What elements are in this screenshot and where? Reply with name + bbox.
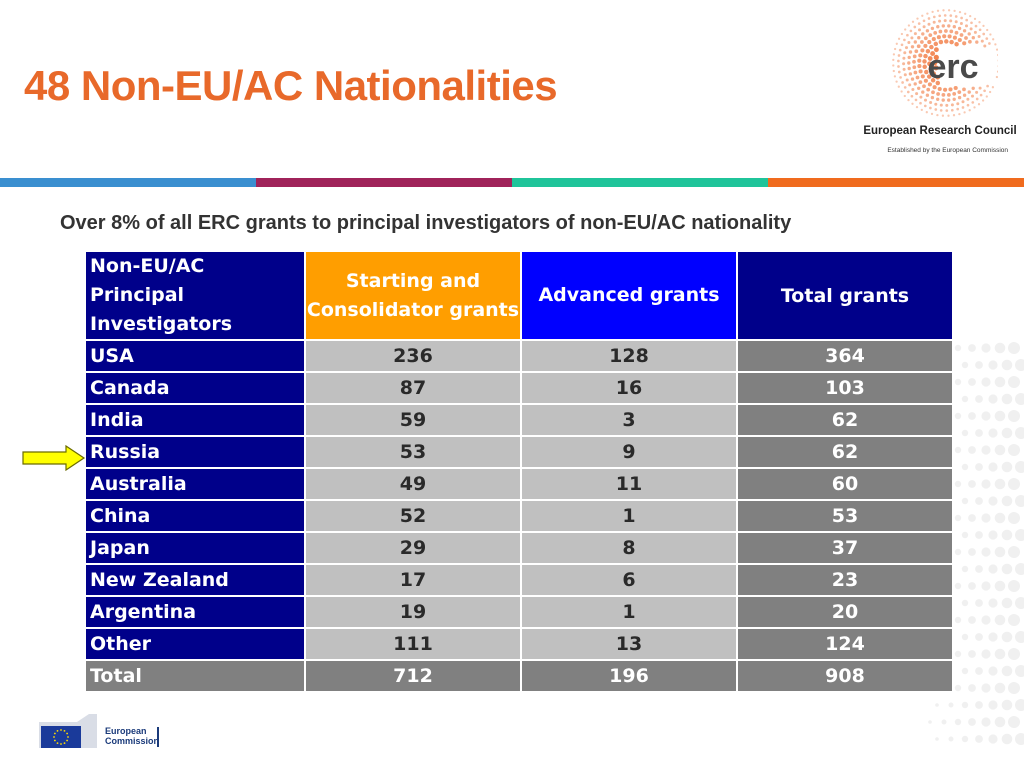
advanced-cell: 11 [520,467,738,501]
slide-title: 48 Non-EU/AC Nationalities [24,62,558,109]
advanced-cell: 8 [520,531,738,565]
country-cell: Japan [84,531,306,565]
country-cell: Canada [84,371,306,405]
european-commission-text: European Commission [105,726,160,746]
european-commission-logo [37,712,167,752]
table-row: New Zealand 17 6 23 [84,563,954,597]
country-cell: China [84,499,306,533]
country-cell: Russia [84,435,306,469]
header-label: Non-EU/AC Principal Investigators [84,250,306,341]
starting-cell: 236 [304,339,522,373]
table-row: Other 111 13 124 [84,627,954,661]
total-cell: 103 [736,371,954,405]
advanced-cell: 9 [520,435,738,469]
advanced-cell: 13 [520,627,738,661]
advanced-cell: 16 [520,371,738,405]
total-starting-cell: 712 [304,659,522,693]
total-cell: 364 [736,339,954,373]
ec-divider [157,727,159,747]
table-row: Canada 87 16 103 [84,371,954,405]
country-cell: USA [84,339,306,373]
header-total: Total grants [736,250,954,341]
table-row: Australia 49 11 60 [84,467,954,501]
yellow-arrow-right-icon [22,445,86,471]
grand-total-cell: 908 [736,659,954,693]
eu-flag-icon [39,714,97,748]
country-cell: India [84,403,306,437]
total-label-cell: Total [84,659,306,693]
advanced-cell: 1 [520,595,738,629]
total-advanced-cell: 196 [520,659,738,693]
country-cell: Australia [84,467,306,501]
table-row: Russia 53 9 62 [84,435,954,469]
starting-cell: 53 [304,435,522,469]
starting-cell: 49 [304,467,522,501]
erc-dot-sphere-icon: erc [892,9,998,117]
advanced-cell: 128 [520,339,738,373]
erc-logo: erc European Research Council Establishe… [860,8,1020,158]
country-cell: Other [84,627,306,661]
total-cell: 23 [736,563,954,597]
country-cell: New Zealand [84,563,306,597]
advanced-cell: 6 [520,563,738,597]
total-cell: 124 [736,627,954,661]
country-cell: Argentina [84,595,306,629]
erc-logo-name: European Research Council [863,125,1017,137]
total-cell: 60 [736,467,954,501]
total-cell: 20 [736,595,954,629]
erc-logo-tagline: Established by the European Commission [887,147,1008,154]
slide-subtitle: Over 8% of all ERC grants to principal i… [60,212,792,234]
table-row: USA 236 128 364 [84,339,954,373]
table-body: USA 236 128 364 Canada 87 16 103 India 5… [84,339,954,693]
grants-table: Non-EU/AC Principal Investigators Starti… [84,250,954,693]
erc-logo-text: erc [927,48,978,86]
starting-cell: 17 [304,563,522,597]
advanced-cell: 3 [520,403,738,437]
starting-cell: 29 [304,531,522,565]
starting-cell: 87 [304,371,522,405]
table-total-row: Total 712 196 908 [84,659,954,693]
total-cell: 62 [736,403,954,437]
table-row: China 52 1 53 [84,499,954,533]
header-advanced: Advanced grants [520,250,738,341]
table-header-row: Non-EU/AC Principal Investigators Starti… [84,250,954,341]
starting-cell: 19 [304,595,522,629]
total-cell: 62 [736,435,954,469]
starting-cell: 52 [304,499,522,533]
table-row: Argentina 19 1 20 [84,595,954,629]
total-cell: 53 [736,499,954,533]
total-cell: 37 [736,531,954,565]
advanced-cell: 1 [520,499,738,533]
table-row: Japan 29 8 37 [84,531,954,565]
starting-cell: 59 [304,403,522,437]
starting-cell: 111 [304,627,522,661]
header-starting: Starting and Consolidator grants [304,250,522,341]
table-row: India 59 3 62 [84,403,954,437]
color-stripe [0,178,1024,187]
